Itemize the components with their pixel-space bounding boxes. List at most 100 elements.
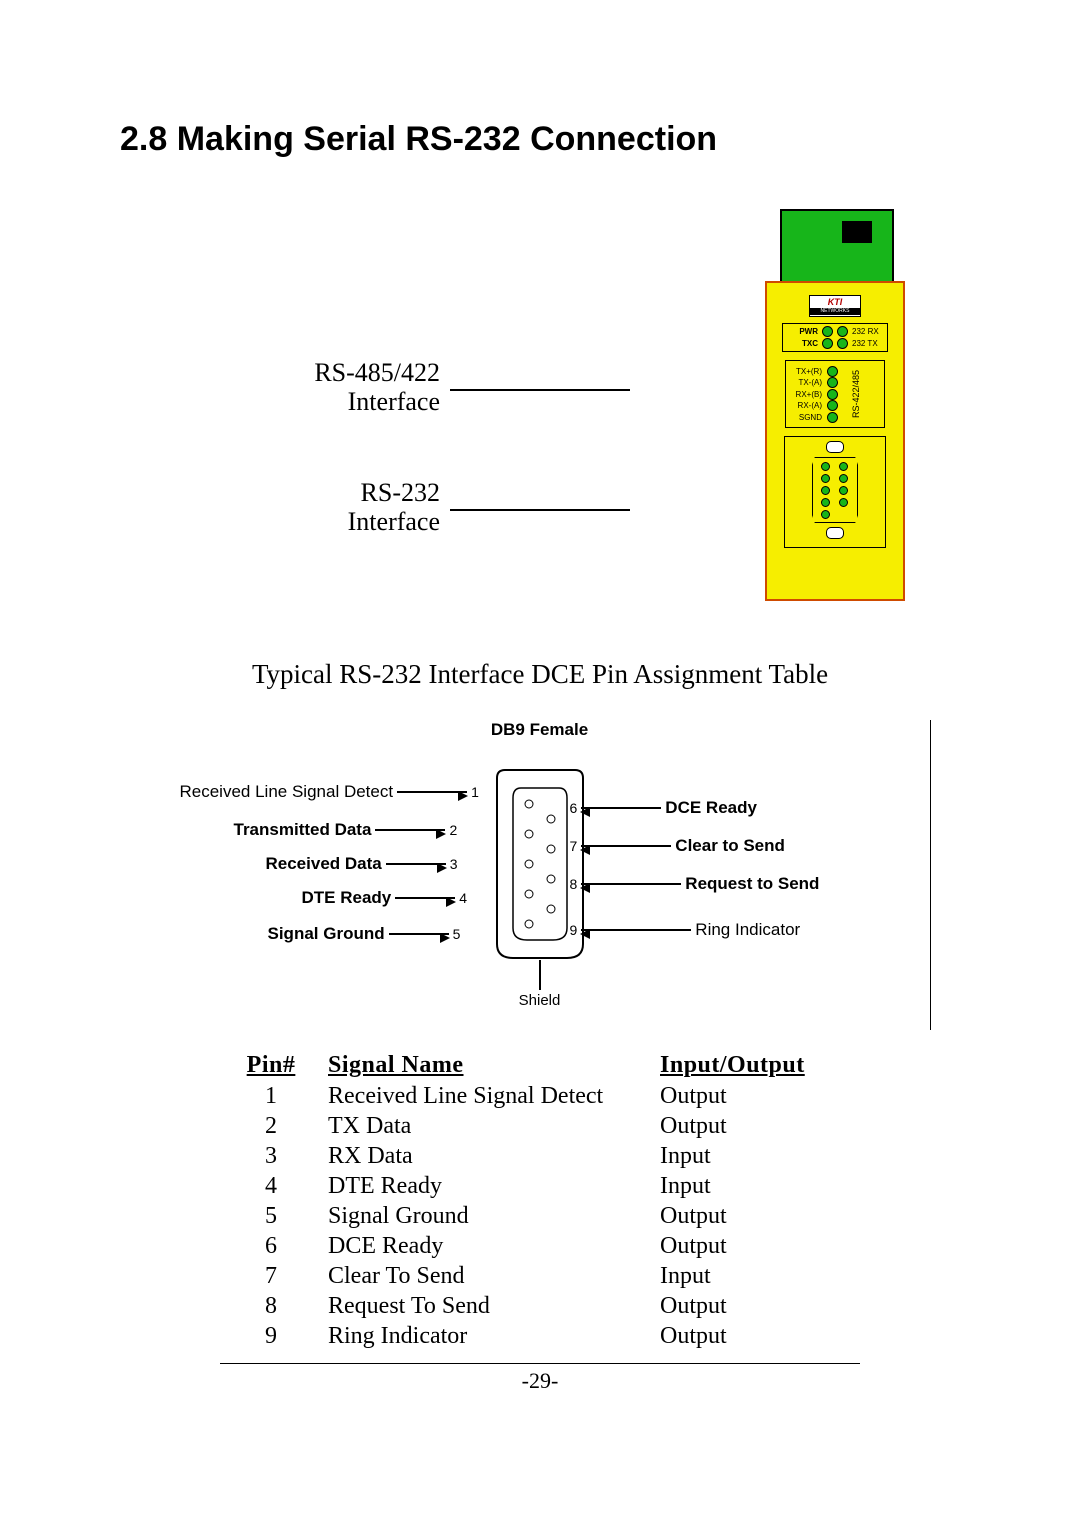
io-cell: Output: [654, 1111, 860, 1141]
terminal-row: RX+(B): [788, 389, 882, 400]
pin-callout: 7 Clear to Send: [570, 836, 785, 856]
signal-cell: Request To Send: [322, 1291, 654, 1321]
pin-callout: Transmitted Data 2: [234, 820, 458, 840]
led-icon: [822, 338, 833, 349]
table-row: 7Clear To SendInput: [220, 1261, 860, 1291]
led-icon: [822, 326, 833, 337]
terminal-icon: [827, 412, 838, 423]
terminal-icon: [827, 377, 838, 388]
shield-leader-line: [539, 960, 541, 990]
section-heading: 2.8 Making Serial RS-232 Connection: [120, 120, 960, 159]
pin-label: Clear to Send: [675, 836, 785, 856]
brand-logo: KTI NETWORKS: [809, 295, 861, 317]
signal-cell: TX Data: [322, 1111, 654, 1141]
pin-callout: Signal Ground 5: [268, 924, 461, 944]
table-header: Signal Name: [322, 1050, 654, 1081]
led-label: TXC: [785, 339, 818, 348]
screw-hole-icon: [826, 441, 844, 453]
pin-number: 8: [570, 876, 578, 892]
signal-cell: Signal Ground: [322, 1201, 654, 1231]
pin-label: DCE Ready: [665, 798, 757, 818]
document-page: 2.8 Making Serial RS-232 Connection RS-4…: [0, 0, 1080, 1532]
logo-text: KTI: [828, 297, 843, 307]
pin-label: DTE Ready: [302, 888, 392, 908]
led-icon: [837, 338, 848, 349]
led-block: PWR 232 RX TXC 232 TX: [782, 323, 888, 352]
panel-side-label: RS-422/485: [851, 370, 861, 418]
device-figure: RS-485/422 Interface RS-232 Interface KT…: [260, 209, 820, 629]
pin-callout: 6 DCE Ready: [570, 798, 757, 818]
pin-number: 3: [450, 856, 458, 872]
rs422-panel: RS-422/485 TX+(R) TX-(A) RX+(B) RX-(A) S…: [785, 360, 885, 428]
io-cell: Output: [654, 1231, 860, 1261]
table-row: 5Signal GroundOutput: [220, 1201, 860, 1231]
terminal-label: RX+(B): [788, 390, 822, 399]
terminal-label: SGND: [788, 413, 822, 422]
io-cell: Output: [654, 1291, 860, 1321]
table-row: 8Request To SendOutput: [220, 1291, 860, 1321]
pin-cell: 9: [220, 1321, 322, 1351]
pin-cell: 3: [220, 1141, 322, 1171]
terminal-row: RX-(A): [788, 400, 882, 411]
pin-cell: 5: [220, 1201, 322, 1231]
table-header: Pin#: [220, 1050, 322, 1081]
pin-callout: 9 Ring Indicator: [570, 920, 801, 940]
pin-cell: 6: [220, 1231, 322, 1261]
table-header-row: Pin# Signal Name Input/Output: [220, 1050, 860, 1081]
callout-text: Interface: [348, 387, 440, 416]
rs232-panel: RS-232 (DCE): [784, 436, 886, 548]
terminal-row: TX+(R): [788, 366, 882, 377]
pin-cell: 2: [220, 1111, 322, 1141]
table-header: Input/Output: [654, 1050, 860, 1081]
terminal-icon: [827, 400, 838, 411]
pin-assignment-table: Pin# Signal Name Input/Output 1Received …: [220, 1050, 860, 1394]
pin-cell: 7: [220, 1261, 322, 1291]
pin-label: Signal Ground: [268, 924, 385, 944]
db9-connector-icon: [812, 457, 858, 523]
page-number: -29-: [220, 1368, 860, 1394]
table-row: 4DTE ReadyInput: [220, 1171, 860, 1201]
callout-text: RS-232: [361, 478, 440, 507]
callout-line: [450, 389, 630, 391]
pin-cell: 4: [220, 1171, 322, 1201]
pin-label: Received Data: [266, 854, 382, 874]
io-cell: Output: [654, 1081, 860, 1111]
led-label: 232 RX: [852, 327, 885, 336]
pin-label: Transmitted Data: [234, 820, 372, 840]
pin-number: 5: [453, 926, 461, 942]
pin-label: Ring Indicator: [695, 920, 800, 940]
pin-number: 9: [570, 922, 578, 938]
terminal-label: TX+(R): [788, 367, 822, 376]
table-row: 6DCE ReadyOutput: [220, 1231, 860, 1261]
signal-cell: RX Data: [322, 1141, 654, 1171]
terminal-row: TX-(A): [788, 377, 882, 388]
pin-callout: Received Data 3: [266, 854, 458, 874]
pin-callout: DTE Ready 4: [302, 888, 468, 908]
pin-number: 6: [570, 800, 578, 816]
led-label: PWR: [785, 327, 818, 336]
io-cell: Input: [654, 1141, 860, 1171]
rj-jack-icon: [842, 221, 872, 243]
terminal-icon: [827, 366, 838, 377]
io-cell: Output: [654, 1321, 860, 1351]
callout-text: Interface: [348, 507, 440, 536]
pin-number: 2: [449, 822, 457, 838]
diagram-title: DB9 Female: [491, 720, 588, 740]
pin-label: Request to Send: [685, 874, 819, 894]
device-body: KTI NETWORKS PWR 232 RX TXC 232 TX RS-42…: [765, 281, 905, 601]
callout-text: RS-485/422: [314, 358, 440, 387]
io-cell: Input: [654, 1261, 860, 1291]
led-label: 232 TX: [852, 339, 885, 348]
callout-line: [450, 509, 630, 511]
terminal-row: SGND: [788, 412, 882, 423]
device-top: [780, 209, 894, 283]
pin-cell: 1: [220, 1081, 322, 1111]
db9-pinout-diagram: DB9 Female Received Line Signal Detect: [150, 720, 931, 1030]
footer-rule: [220, 1363, 860, 1364]
terminal-label: TX-(A): [788, 378, 822, 387]
pin-number: 4: [459, 890, 467, 906]
pin-label: Received Line Signal Detect: [180, 782, 394, 802]
signal-cell: DCE Ready: [322, 1231, 654, 1261]
signal-cell: DTE Ready: [322, 1171, 654, 1201]
figure-caption: Typical RS-232 Interface DCE Pin Assignm…: [120, 659, 960, 690]
